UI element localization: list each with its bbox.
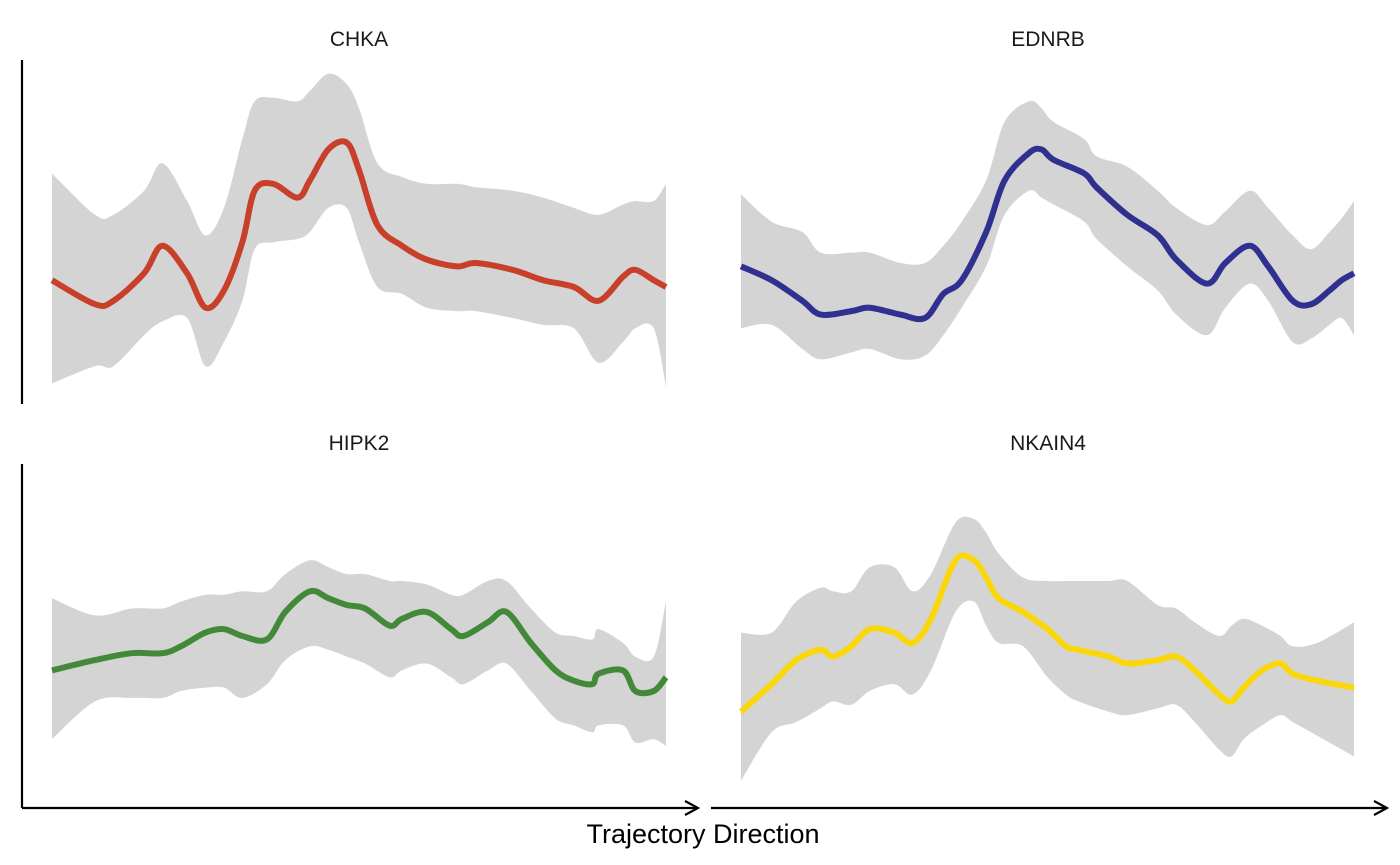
trend-line-chka [50, 138, 668, 312]
panel-chka: CHKA [50, 28, 668, 387]
panel-title-hipk2: HIPK2 [329, 432, 390, 455]
trend-line-nkain4 [738, 552, 1355, 714]
confidence-band-nkain4 [741, 516, 1354, 781]
confidence-band-ednrb [741, 100, 1354, 360]
x-axis-title: Trajectory Direction [586, 819, 819, 849]
trend-line-ednrb [739, 145, 1356, 323]
confidence-band-hipk2 [52, 560, 666, 747]
panel-nkain4: NKAIN4 [738, 432, 1355, 781]
trend-line-hipk2 [51, 587, 669, 697]
panel-title-ednrb: EDNRB [1011, 28, 1085, 51]
panel-title-nkain4: NKAIN4 [1010, 432, 1086, 455]
panel-hipk2: HIPK2 [51, 432, 669, 747]
panel-title-chka: CHKA [330, 28, 388, 51]
confidence-band-chka [52, 73, 666, 387]
panel-ednrb: EDNRB [739, 28, 1356, 360]
